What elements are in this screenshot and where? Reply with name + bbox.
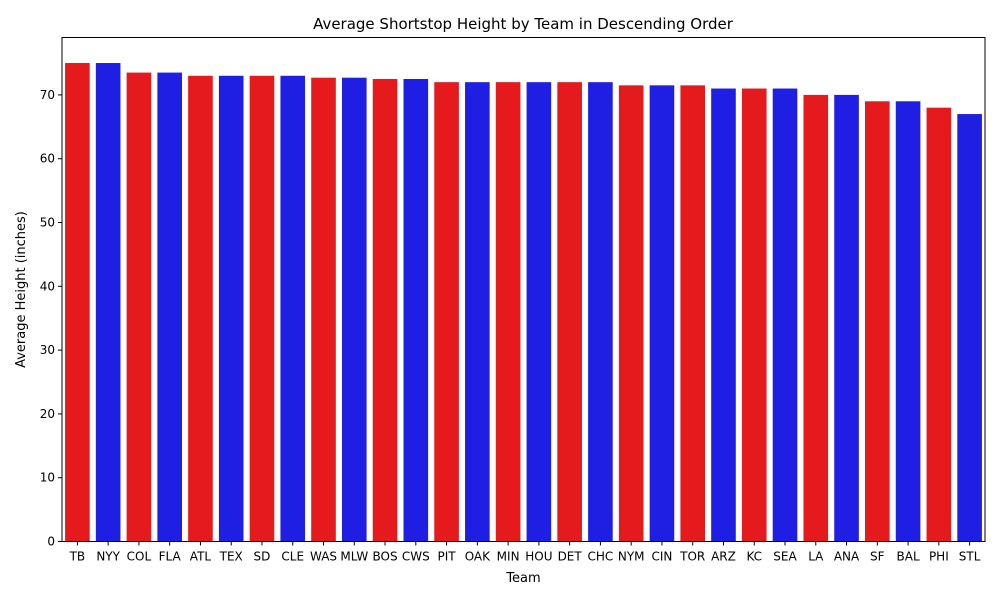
bar-phi: [926, 107, 952, 542]
x-tick-label: ATL: [190, 550, 212, 564]
bars-group: [65, 63, 982, 542]
bar-chc: [588, 82, 613, 542]
x-tick-label: OAK: [465, 550, 491, 564]
bar-cle: [280, 75, 306, 542]
x-tick-label: SD: [254, 550, 271, 564]
x-tick-label: TEX: [219, 550, 243, 564]
y-tick-label: 50: [40, 216, 55, 230]
bar-cws: [403, 78, 429, 542]
x-tick-label: ANA: [834, 550, 860, 564]
bar-la: [803, 94, 829, 542]
bar-tor: [680, 85, 706, 542]
x-tick-label: FLA: [159, 550, 182, 564]
bar-sf: [865, 101, 890, 542]
bar-nym: [618, 85, 644, 542]
x-tick-label: WAS: [310, 550, 337, 564]
bar-kc: [741, 88, 767, 542]
x-tick-label: ARZ: [711, 550, 736, 564]
y-tick-label: 60: [40, 152, 55, 166]
x-axis: TB NYY COL FLA ATL TEX SD CLE WAS MLW BOS CWS PIT OAK…: [69, 541, 981, 564]
bar-cin: [649, 85, 675, 542]
bar-col: [126, 72, 152, 542]
x-tick-label: PHI: [929, 550, 949, 564]
x-tick-label: BAL: [897, 550, 920, 564]
bar-oak: [465, 82, 490, 542]
x-tick-label: PIT: [438, 550, 457, 564]
x-tick-label: CWS: [402, 550, 430, 564]
chart-title: Average Shortstop Height by Team in Desc…: [313, 15, 734, 33]
x-tick-label: TOR: [679, 550, 705, 564]
x-tick-label: KC: [746, 550, 762, 564]
bar-ana: [834, 94, 859, 542]
x-tick-label: STL: [959, 550, 981, 564]
x-tick-label: NYM: [618, 550, 645, 564]
x-tick-label: LA: [808, 550, 824, 564]
bar-min: [495, 82, 521, 542]
x-tick-label: MIN: [497, 550, 520, 564]
bar-sea: [772, 88, 798, 542]
bar-atl: [188, 75, 213, 542]
x-tick-label: CIN: [651, 550, 672, 564]
y-axis-label: Average Height (inches): [14, 211, 29, 368]
bar-tb: [65, 63, 90, 542]
y-tick-label: 10: [40, 471, 55, 485]
bar-sd: [249, 75, 275, 542]
y-tick-label: 40: [40, 279, 55, 293]
bar-bos: [372, 78, 398, 542]
y-tick-label: 20: [40, 407, 55, 421]
bar-det: [557, 82, 582, 542]
bar-nyy: [95, 63, 121, 542]
x-tick-label: TB: [69, 550, 86, 564]
y-tick-label: 30: [40, 343, 55, 357]
bar-hou: [526, 82, 552, 542]
y-axis: 0 10 20 30 40 50 60 70: [40, 88, 62, 549]
x-tick-label: COL: [127, 550, 152, 564]
bar-mlw: [341, 77, 367, 542]
y-tick-label: 70: [40, 88, 55, 102]
x-tick-label: CHC: [588, 550, 614, 564]
bar-stl: [957, 114, 982, 542]
x-tick-label: NYY: [96, 550, 120, 564]
x-axis-label: Team: [505, 571, 540, 586]
bar-arz: [711, 88, 736, 542]
x-tick-label: MLW: [340, 550, 368, 564]
x-tick-label: SF: [870, 550, 885, 564]
x-tick-label: BOS: [373, 550, 398, 564]
x-tick-label: DET: [558, 550, 583, 564]
bar-bal: [895, 101, 921, 542]
plot-frame: [61, 37, 986, 542]
bar-was: [311, 77, 336, 542]
x-tick-label: CLE: [281, 550, 304, 564]
x-tick-label: SEA: [773, 550, 797, 564]
bar-pit: [434, 82, 459, 542]
bar-tex: [218, 75, 244, 542]
bar-fla: [157, 72, 182, 542]
x-tick-label: HOU: [525, 550, 552, 564]
y-tick-label: 0: [47, 535, 55, 549]
